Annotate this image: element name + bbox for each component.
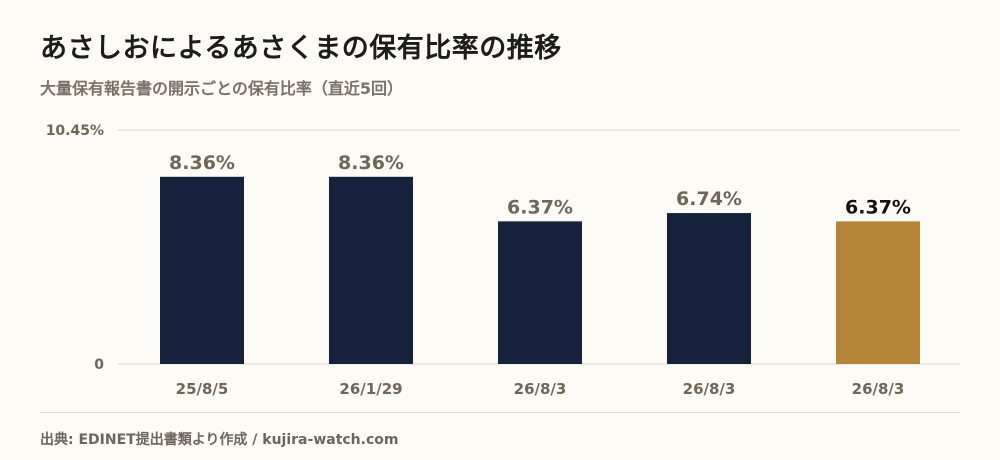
x-tick-label: 26/8/3 xyxy=(852,380,905,398)
bar-value-label: 6.37% xyxy=(845,196,911,218)
y-tick-label: 0 xyxy=(94,357,104,373)
source-note: 出典: EDINET提出書類より作成 / kujira-watch.com xyxy=(40,432,399,448)
chart-subtitle: 大量保有報告書の開示ごとの保有比率（直近5回） xyxy=(40,79,403,98)
bar xyxy=(160,176,244,364)
bar-value-label: 8.36% xyxy=(338,152,404,174)
x-tick-label: 26/8/3 xyxy=(514,380,567,398)
bar-value-label: 6.74% xyxy=(676,188,742,210)
bar-value-label: 6.37% xyxy=(507,196,573,218)
x-tick-label: 25/8/5 xyxy=(176,380,229,398)
x-tick-label: 26/8/3 xyxy=(683,380,736,398)
x-tick-label: 26/1/29 xyxy=(339,380,402,398)
y-tick-label: 10.45% xyxy=(46,123,104,139)
chart-title: あさしおによるあさくまの保有比率の推移 xyxy=(40,33,562,64)
bar xyxy=(667,213,751,364)
bar xyxy=(498,221,582,364)
bar-chart: 10.45% 0 8.36% 25/8/5 8.36% 26/1/29 6.37% 26/8/… xyxy=(46,123,960,398)
footer-divider xyxy=(40,412,960,413)
bar xyxy=(836,221,920,364)
bar-value-label: 8.36% xyxy=(169,152,235,174)
bar xyxy=(329,176,413,364)
